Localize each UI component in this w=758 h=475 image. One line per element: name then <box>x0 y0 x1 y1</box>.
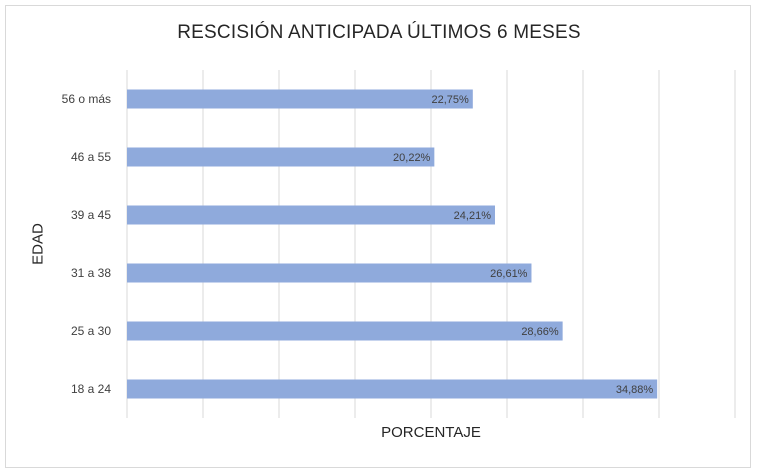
y-tick-label: 25 a 30 <box>71 324 111 338</box>
data-label: 26,61% <box>490 268 528 280</box>
bar-56-o-más <box>127 89 473 109</box>
y-tick-label: 56 o más <box>62 92 111 106</box>
bar-25-a-30 <box>127 321 563 341</box>
bar-39-a-45 <box>127 205 495 225</box>
data-label: 24,21% <box>454 210 492 222</box>
data-label: 28,66% <box>521 326 559 338</box>
data-label: 22,75% <box>431 94 469 106</box>
y-tick-label: 31 a 38 <box>71 266 111 280</box>
chart-title: RESCISIÓN ANTICIPADA ÚLTIMOS 6 MESES <box>177 22 581 43</box>
data-label: 34,88% <box>616 384 654 396</box>
data-label: 20,22% <box>393 152 431 164</box>
bar-46-a-55 <box>127 147 435 167</box>
bar-31-a-38 <box>127 263 532 283</box>
x-axis-title: PORCENTAJE <box>381 424 481 441</box>
y-tick-label: 18 a 24 <box>71 382 111 396</box>
y-tick-label: 46 a 55 <box>71 150 111 164</box>
y-tick-label: 39 a 45 <box>71 208 111 222</box>
bar-18-a-24 <box>127 379 658 399</box>
